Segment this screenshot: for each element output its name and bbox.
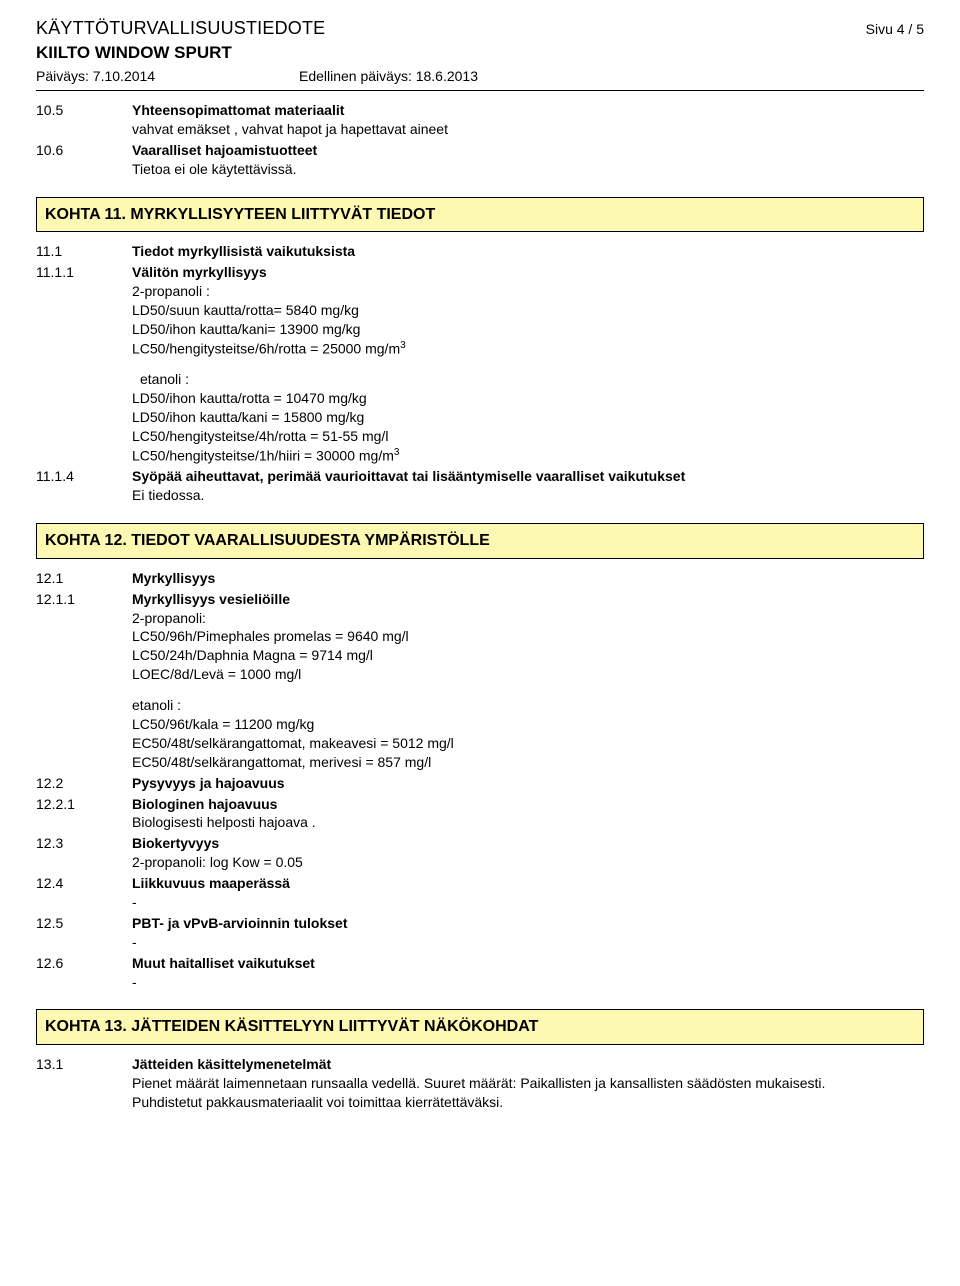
- entry-heading: Biologinen hajoavuus: [132, 795, 924, 814]
- entry-heading: PBT- ja vPvB-arvioinnin tulokset: [132, 914, 924, 933]
- superscript: 3: [394, 447, 400, 458]
- entry-heading: Syöpää aiheuttavat, perimää vaurioittava…: [132, 467, 924, 486]
- entry-number: 12.1: [36, 569, 132, 588]
- previous-date: Edellinen päiväys: 18.6.2013: [299, 68, 478, 84]
- block-12-etanoli: etanoli : LC50/96t/kala = 11200 mg/kg EC…: [132, 696, 924, 772]
- entry-10-6: 10.6 Vaaralliset hajoamistuotteet Tietoa…: [36, 141, 924, 179]
- entry-heading: Vaaralliset hajoamistuotteet: [132, 141, 924, 160]
- header-divider: [36, 90, 924, 91]
- entry-number: 12.1.1: [36, 590, 132, 609]
- entry-heading: Välitön myrkyllisyys: [132, 263, 924, 282]
- entry-text: Puhdistetut pakkausmateriaalit voi toimi…: [132, 1093, 924, 1112]
- superscript: 3: [400, 340, 406, 351]
- entry-number: 12.4: [36, 874, 132, 893]
- entry-12-1: 12.1 Myrkyllisyys: [36, 569, 924, 588]
- entry-heading: Liikkuvuus maaperässä: [132, 874, 924, 893]
- entry-text: 2-propanoli: log Kow = 0.05: [132, 853, 924, 872]
- text-line: LC50/hengitysteitse/6h/rotta = 25000 mg/…: [132, 339, 924, 359]
- text-line: etanoli :: [132, 370, 924, 389]
- entry-12-6: 12.6 Muut haitalliset vaikutukset -: [36, 954, 924, 992]
- dash: -: [132, 933, 924, 952]
- text-line: EC50/48t/selkärangattomat, merivesi = 85…: [132, 753, 924, 772]
- entry-12-2-1: 12.2.1 Biologinen hajoavuus Biologisesti…: [36, 795, 924, 833]
- entry-13-1: 13.1 Jätteiden käsittelymenetelmät Piene…: [36, 1055, 924, 1112]
- product-name: KIILTO WINDOW SPURT: [36, 42, 924, 65]
- entry-number: 12.6: [36, 954, 132, 973]
- text-line: LC50/96t/kala = 11200 mg/kg: [132, 715, 924, 734]
- entry-number: 10.6: [36, 141, 132, 160]
- entry-heading: Myrkyllisyys vesieliöille: [132, 590, 924, 609]
- text-line: LC50/96h/Pimephales promelas = 9640 mg/l: [132, 627, 924, 646]
- entry-12-3: 12.3 Biokertyvyys 2-propanoli: log Kow =…: [36, 834, 924, 872]
- entry-heading: Pysyvyys ja hajoavuus: [132, 774, 924, 793]
- text-line: 2-propanoli :: [132, 282, 924, 301]
- entry-number: 12.5: [36, 914, 132, 933]
- text-line: LC50/hengitysteitse/4h/rotta = 51-55 mg/…: [132, 427, 924, 446]
- entry-11-1-4: 11.1.4 Syöpää aiheuttavat, perimää vauri…: [36, 467, 924, 505]
- text-span: LC50/hengitysteitse/1h/hiiri = 30000 mg/…: [132, 448, 394, 464]
- section-12-header: KOHTA 12. TIEDOT VAARALLISUUDESTA YMPÄRI…: [36, 523, 924, 559]
- entry-number: 11.1: [36, 242, 132, 261]
- text-line: LD50/suun kautta/rotta= 5840 mg/kg: [132, 301, 924, 320]
- page-number: Sivu 4 / 5: [866, 20, 924, 39]
- entry-heading: Yhteensopimattomat materiaalit: [132, 101, 924, 120]
- entry-12-4: 12.4 Liikkuvuus maaperässä -: [36, 874, 924, 912]
- entry-text: vahvat emäkset , vahvat hapot ja hapetta…: [132, 120, 924, 139]
- entry-12-5: 12.5 PBT- ja vPvB-arvioinnin tulokset -: [36, 914, 924, 952]
- section-11-header: KOHTA 11. MYRKYLLISYYTEEN LIITTYVÄT TIED…: [36, 197, 924, 233]
- revision-date: Päiväys: 7.10.2014: [36, 68, 155, 84]
- dash: -: [132, 893, 924, 912]
- text-line: 2-propanoli:: [132, 609, 924, 628]
- entry-10-5: 10.5 Yhteensopimattomat materiaalit vahv…: [36, 101, 924, 139]
- page: KÄYTTÖTURVALLISUUSTIEDOTE Sivu 4 / 5 KII…: [0, 0, 960, 1152]
- entry-number: 10.5: [36, 101, 132, 120]
- entry-text: Tietoa ei ole käytettävissä.: [132, 160, 924, 179]
- entry-number: 13.1: [36, 1055, 132, 1074]
- entry-number: 12.2: [36, 774, 132, 793]
- entry-heading: Jätteiden käsittelymenetelmät: [132, 1055, 924, 1074]
- entry-text: Ei tiedossa.: [132, 486, 924, 505]
- entry-text: Biologisesti helposti hajoava .: [132, 813, 924, 832]
- entry-number: 11.1.4: [36, 467, 132, 486]
- text-line: LC50/24h/Daphnia Magna = 9714 mg/l: [132, 646, 924, 665]
- entry-12-1-1: 12.1.1 Myrkyllisyys vesieliöille 2-propa…: [36, 590, 924, 684]
- header-row: KÄYTTÖTURVALLISUUSTIEDOTE Sivu 4 / 5: [36, 16, 924, 40]
- text-line: LOEC/8d/Levä = 1000 mg/l: [132, 665, 924, 684]
- entry-11-1: 11.1 Tiedot myrkyllisistä vaikutuksista: [36, 242, 924, 261]
- entry-12-2: 12.2 Pysyvyys ja hajoavuus: [36, 774, 924, 793]
- text-line: EC50/48t/selkärangattomat, makeavesi = 5…: [132, 734, 924, 753]
- entry-heading: Muut haitalliset vaikutukset: [132, 954, 924, 973]
- text-line: LD50/ihon kautta/kani= 13900 mg/kg: [132, 320, 924, 339]
- entry-number: 11.1.1: [36, 263, 132, 282]
- text-line: LC50/hengitysteitse/1h/hiiri = 30000 mg/…: [132, 446, 924, 466]
- dash: -: [132, 973, 924, 992]
- text-line: LD50/ihon kautta/rotta = 10470 mg/kg: [132, 389, 924, 408]
- text-span: LC50/hengitysteitse/6h/rotta = 25000 mg/…: [132, 340, 400, 356]
- entry-heading: Myrkyllisyys: [132, 569, 924, 588]
- entry-11-1-1: 11.1.1 Välitön myrkyllisyys 2-propanoli …: [36, 263, 924, 358]
- block-11-etanoli: etanoli : LD50/ihon kautta/rotta = 10470…: [132, 370, 924, 465]
- entry-number: 12.3: [36, 834, 132, 853]
- section-13-header: KOHTA 13. JÄTTEIDEN KÄSITTELYYN LIITTYVÄ…: [36, 1009, 924, 1045]
- entry-number: 12.2.1: [36, 795, 132, 814]
- text-line: LD50/ihon kautta/kani = 15800 mg/kg: [132, 408, 924, 427]
- entry-heading: Tiedot myrkyllisistä vaikutuksista: [132, 242, 924, 261]
- entry-heading: Biokertyvyys: [132, 834, 924, 853]
- entry-text: Pienet määrät laimennetaan runsaalla ved…: [132, 1074, 924, 1093]
- doc-type: KÄYTTÖTURVALLISUUSTIEDOTE: [36, 16, 325, 40]
- dates-row: Päiväys: 7.10.2014 Edellinen päiväys: 18…: [36, 67, 924, 86]
- text-line: etanoli :: [132, 696, 924, 715]
